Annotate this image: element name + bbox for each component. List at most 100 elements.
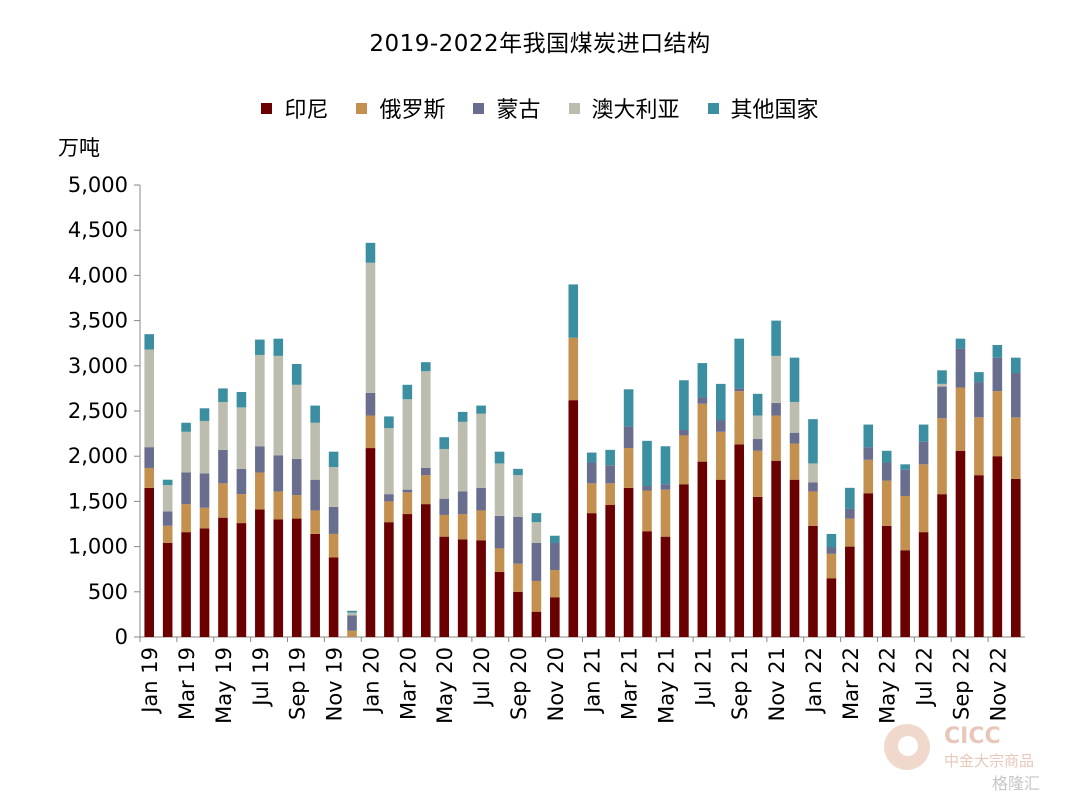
legend-label: 蒙古	[496, 98, 541, 123]
bar-segment	[734, 338, 745, 389]
bar-segment	[181, 431, 191, 473]
bar-segment	[992, 345, 1003, 358]
legend-item: 俄罗斯	[356, 92, 445, 124]
bar-segment	[236, 494, 247, 524]
y-tick-label: 500	[88, 580, 128, 604]
bar-segment	[808, 491, 818, 526]
bar-segment	[605, 505, 615, 637]
bar-segment	[752, 415, 763, 440]
watermark-source: 格隆汇	[992, 774, 1041, 793]
y-tick-label: 1,500	[68, 489, 128, 513]
bar-segment	[236, 468, 247, 495]
bar-segment	[752, 439, 763, 451]
x-tick-label: May 20	[433, 647, 457, 724]
bar-segment	[586, 513, 597, 637]
bar-segment	[365, 392, 376, 416]
bar-segment	[863, 493, 874, 637]
bar-segment	[955, 338, 966, 349]
bar-segment	[826, 547, 837, 554]
bar-segment	[992, 391, 1003, 457]
bar-segment	[218, 517, 228, 637]
bar-segment	[715, 479, 726, 637]
bar-segment	[623, 448, 634, 488]
bar-segment	[826, 533, 837, 548]
bar-segment	[181, 422, 191, 432]
bar-segment	[476, 540, 486, 637]
bar-segment	[328, 557, 339, 637]
bar-segment	[347, 610, 357, 613]
bar-segment	[218, 449, 228, 484]
bar-segment	[402, 399, 413, 490]
bar-segment	[310, 479, 320, 511]
bar-segment	[918, 441, 929, 465]
bar-segment	[642, 531, 652, 637]
legend-item: 澳大利亚	[568, 92, 680, 124]
bar-segment	[531, 513, 542, 523]
bar-segment	[273, 338, 284, 356]
bar-segment	[771, 320, 781, 356]
y-tick-label: 2,500	[68, 399, 128, 423]
legend-item: 其他国家	[707, 92, 819, 124]
bar-segment	[955, 387, 966, 451]
bar-segment	[273, 491, 284, 520]
bar-segment	[384, 494, 394, 502]
bar-segment	[955, 348, 966, 388]
bar-segment	[900, 469, 910, 496]
bar-segment	[255, 354, 265, 447]
bar-segment	[384, 428, 394, 495]
bar-segment	[586, 462, 597, 484]
legend: 印尼 俄罗斯 蒙古 澳大利亚 其他国家	[0, 92, 1080, 124]
bar-segment	[328, 506, 339, 534]
bar-segment	[218, 401, 228, 450]
bar-segment	[642, 486, 652, 491]
bar-segment	[568, 400, 579, 637]
x-tick-label: Jan 21	[581, 647, 605, 715]
legend-swatch	[707, 102, 719, 114]
bar-segment	[494, 451, 505, 464]
bar-segment	[402, 489, 413, 493]
bar-segment	[513, 516, 523, 564]
bar-segment	[623, 487, 634, 637]
bar-segment	[420, 362, 431, 372]
y-axis-unit-label: 万吨	[58, 136, 100, 160]
bar-segment	[347, 630, 357, 637]
bar-segment	[734, 391, 745, 445]
bar-segment	[291, 458, 302, 496]
bar-segment	[623, 389, 634, 427]
bar-segment	[476, 487, 486, 511]
x-tick-label: Jan 20	[359, 647, 383, 715]
watermark: CICC 中金大宗商品 格隆汇	[884, 718, 1074, 798]
bar-segment	[789, 432, 800, 444]
bar-segment	[568, 284, 579, 338]
bar-segment	[697, 397, 708, 404]
bar-segment	[347, 612, 357, 616]
bar-segment	[568, 337, 579, 401]
bar-segment	[550, 535, 560, 543]
bar-segment	[1010, 478, 1021, 637]
bar-segment	[752, 450, 763, 497]
bar-segment	[826, 578, 837, 637]
bar-segment	[845, 487, 855, 509]
bar-segment	[144, 334, 155, 350]
y-tick-label: 2,000	[68, 444, 128, 468]
bar-segment	[789, 401, 800, 433]
bar-segment	[660, 484, 671, 490]
bar-segment	[236, 523, 247, 637]
bar-segment	[937, 383, 947, 387]
bar-segment	[771, 355, 781, 403]
bar-segment	[808, 525, 818, 637]
x-tick-label: Jan 19	[138, 647, 162, 715]
bar-segment	[937, 386, 947, 419]
cicc-logo-icon	[884, 724, 930, 770]
x-tick-label: Jul 21	[691, 647, 715, 708]
bar-segment	[476, 405, 486, 414]
bar-segment	[365, 262, 376, 393]
bar-segment	[328, 451, 339, 468]
x-tick-label: Jan 22	[802, 647, 826, 715]
bar-segment	[384, 416, 394, 429]
bar-segment	[789, 479, 800, 637]
bar-segment	[365, 242, 376, 263]
bar-segment	[863, 424, 874, 448]
watermark-brand-cn: 中金大宗商品	[944, 752, 1035, 770]
bar-segment	[531, 611, 542, 637]
